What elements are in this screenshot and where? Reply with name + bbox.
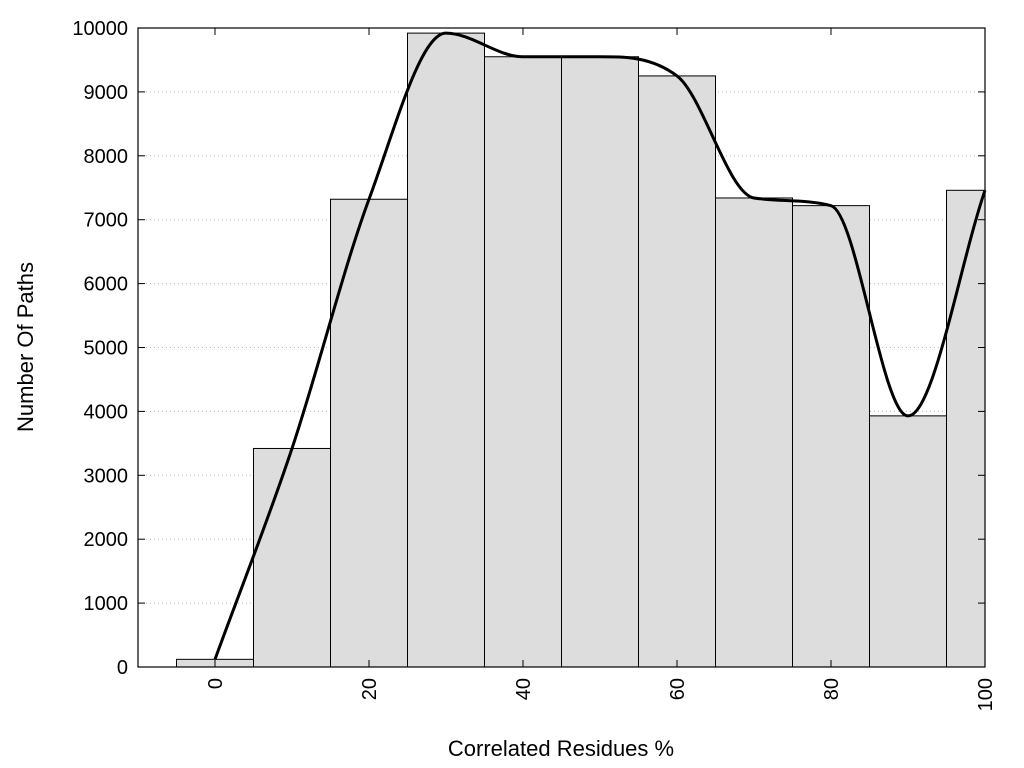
x-axis-ticks: 0 20 40 60 80 100 xyxy=(205,28,997,711)
y-tick-label: 7000 xyxy=(84,210,129,232)
y-axis-ticks: 0 1000 2000 3000 4000 5000 6000 7000 8000 9000 100… xyxy=(72,18,985,679)
y-tick-label: 1000 xyxy=(84,593,129,615)
y-axis-label: Number Of Paths xyxy=(13,262,38,432)
histogram-bar xyxy=(407,32,485,668)
y-tick-label: 9000 xyxy=(84,82,129,104)
histogram-bar xyxy=(792,205,870,668)
x-tick-label: 20 xyxy=(359,678,381,700)
histogram-bar xyxy=(253,447,331,668)
bars-layer xyxy=(176,32,986,668)
x-tick-label: 80 xyxy=(821,678,843,700)
histogram-bar xyxy=(484,56,562,668)
y-tick-label: 8000 xyxy=(84,146,129,168)
trend-line xyxy=(213,31,987,660)
histogram-bar xyxy=(561,56,639,668)
y-tick-label: 5000 xyxy=(84,338,129,360)
x-tick-label: 0 xyxy=(205,678,227,689)
x-axis-label: Correlated Residues % xyxy=(448,736,674,761)
histogram-bar xyxy=(330,198,408,668)
y-tick-label: 6000 xyxy=(84,274,129,296)
histogram-bar xyxy=(715,197,793,668)
x-tick-label: 60 xyxy=(667,678,689,700)
histogram-bar xyxy=(638,75,716,668)
y-tick-label: 4000 xyxy=(84,401,129,423)
y-tick-label: 2000 xyxy=(84,529,129,551)
y-tick-label: 10000 xyxy=(72,18,128,40)
histogram-bar xyxy=(869,415,947,668)
x-tick-label: 100 xyxy=(975,678,997,711)
x-tick-label: 40 xyxy=(513,678,535,700)
y-tick-label: 3000 xyxy=(84,465,129,487)
y-tick-label: 0 xyxy=(117,657,128,679)
line-layer xyxy=(213,31,987,660)
